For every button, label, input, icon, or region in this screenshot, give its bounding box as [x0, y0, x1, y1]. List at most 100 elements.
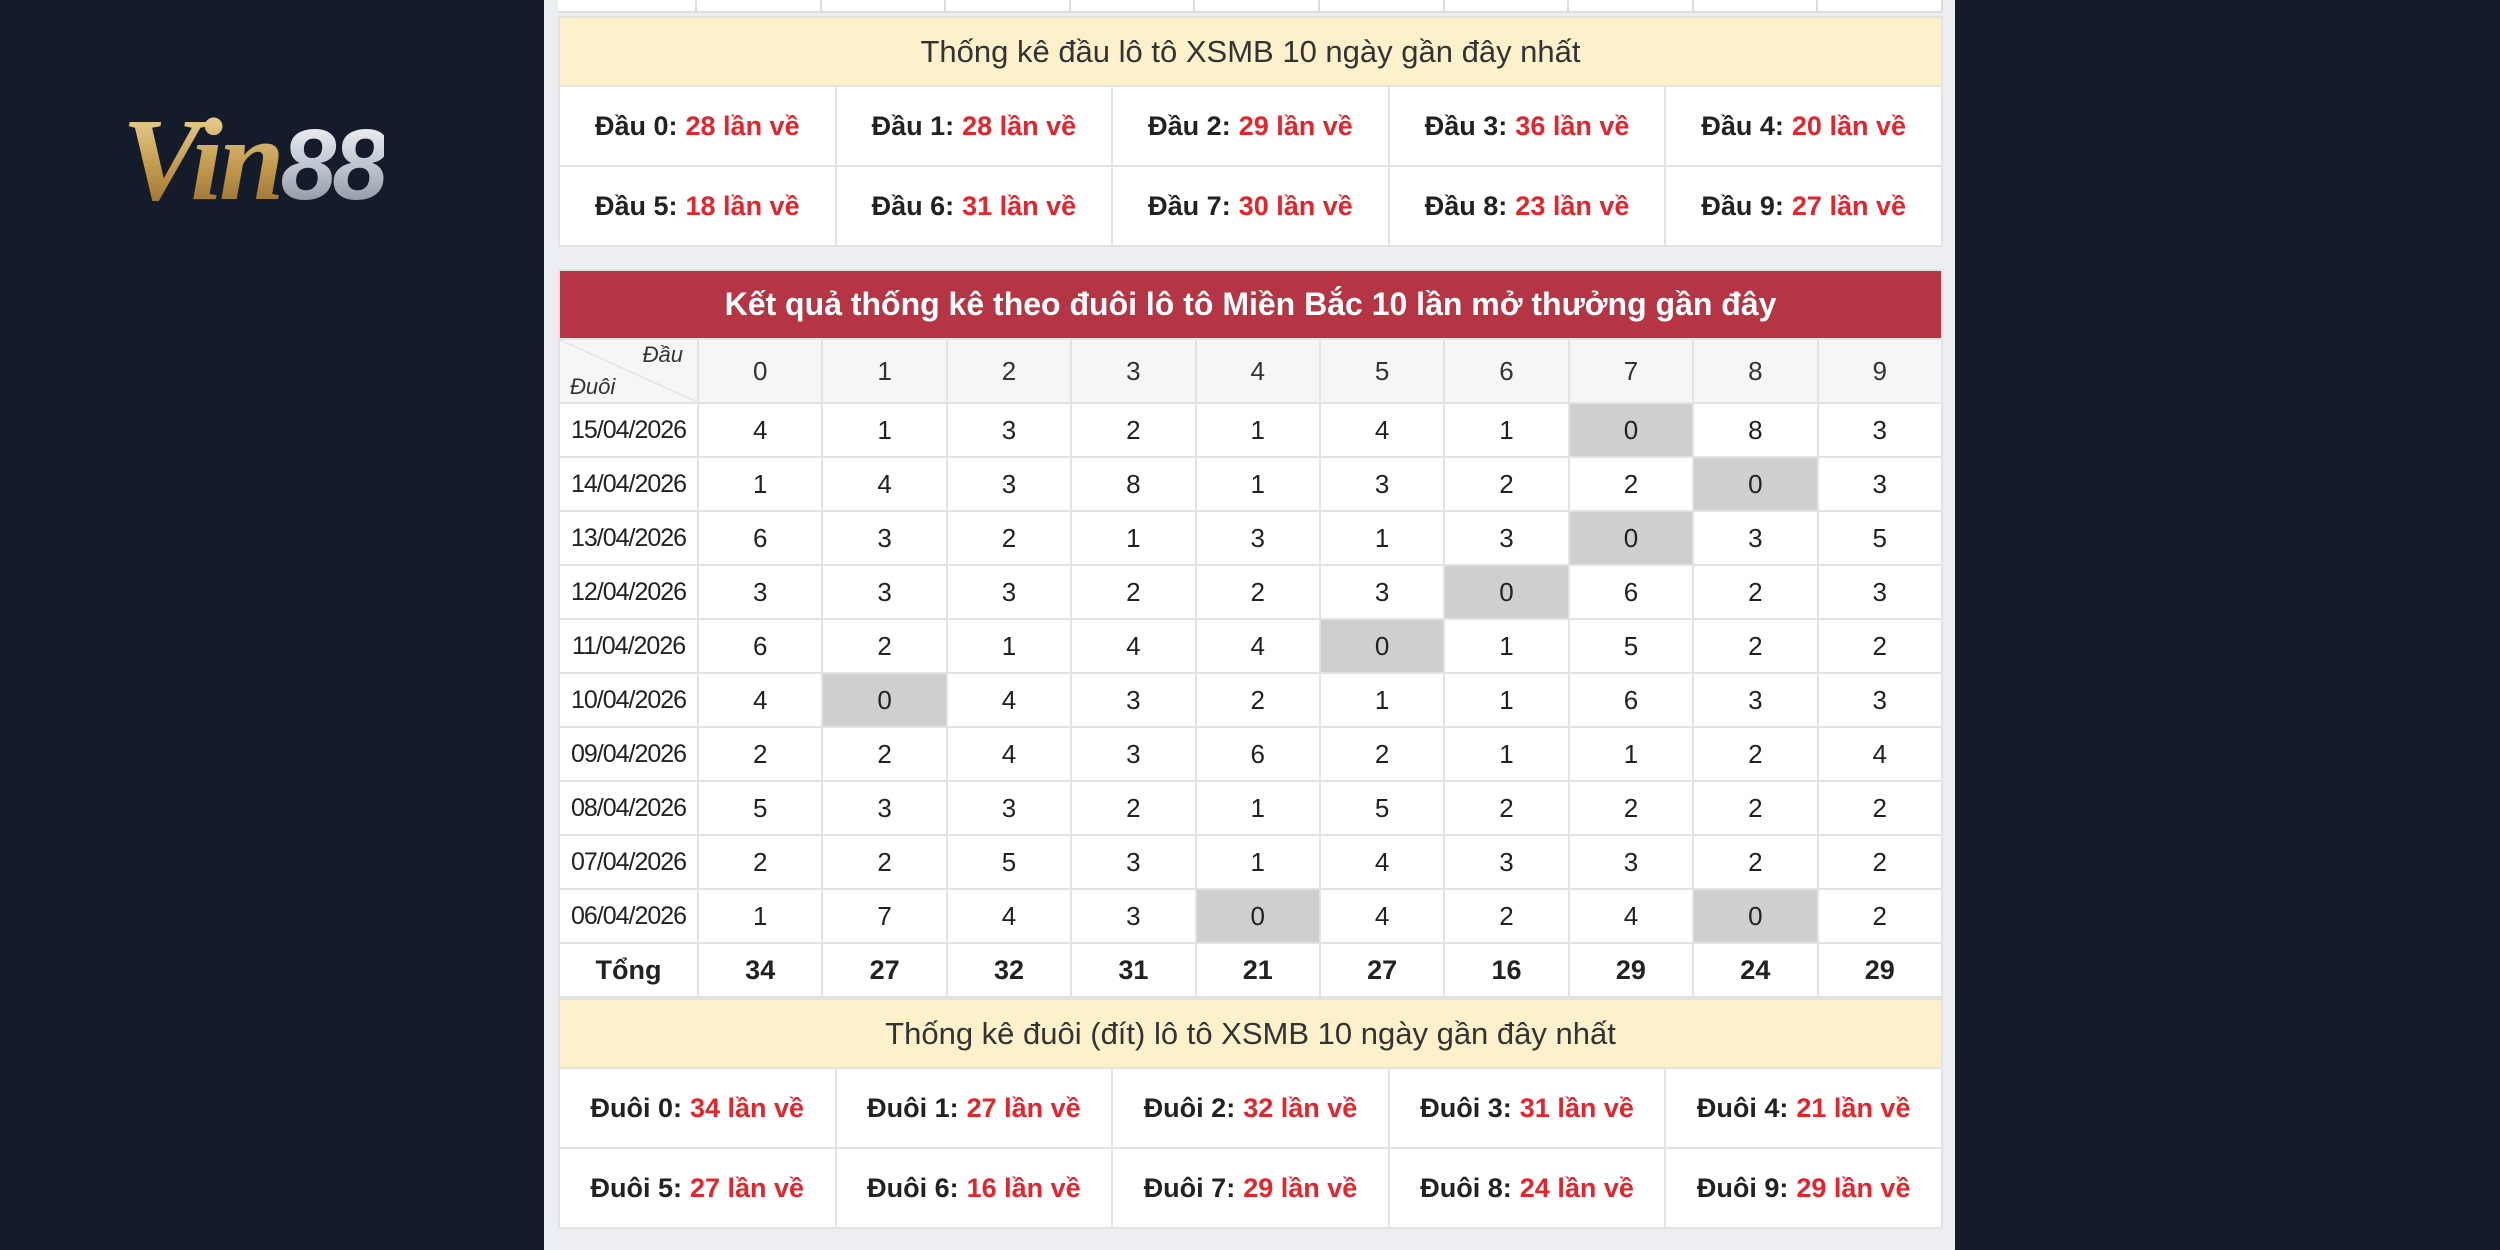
- count-cell: 6: [1194, 726, 1321, 782]
- count-cell: 3: [821, 564, 948, 620]
- count-cell: 1: [1194, 402, 1321, 458]
- title-row: Kết quả thống kê theo đuôi lô tô Miền Bắ…: [558, 269, 1943, 340]
- count-cell: 2: [1318, 726, 1446, 782]
- title-row: Thống kê đuôi (đít) lô tô XSMB 10 ngày g…: [558, 998, 1943, 1069]
- data-row: 08/04/2026 5 3 3 2 1 5 2 2 2 2: [558, 780, 1944, 836]
- count-cell: 8: [1692, 402, 1819, 458]
- date-cell: 09/04/2026: [558, 726, 699, 782]
- summary-label: Đuôi 2:: [1143, 1092, 1236, 1123]
- summary-cell: Đuôi 4: 21 lần về: [1664, 1067, 1943, 1149]
- summary-label: Đầu 0:: [594, 110, 678, 141]
- corner-top: Đầu: [642, 342, 683, 367]
- logo-text: Vin: [122, 94, 285, 225]
- data-row: 11/04/2026 6 2 1 4 4 0 1 5 2 2: [558, 618, 1944, 674]
- count-cell: 1: [1443, 618, 1570, 674]
- count-cell: 1: [1194, 456, 1321, 512]
- header-row: Đầu Đuôi 0 1 2 3 4 5 6 7 8 9: [558, 338, 1944, 404]
- count-cell: 1: [1070, 510, 1197, 566]
- count-cell: 2: [1816, 618, 1944, 674]
- summary-label: Đầu 2:: [1148, 110, 1231, 141]
- count-cell: 2: [1816, 888, 1944, 944]
- count-cell: 2: [821, 726, 948, 782]
- count-cell: 6: [1567, 564, 1695, 620]
- count-cell: 3: [945, 780, 1073, 836]
- count-cell: 2: [1567, 456, 1695, 512]
- corner-cell: Đầu Đuôi: [558, 338, 699, 404]
- summary-cell: Đầu 0: 28 lần về: [558, 85, 837, 167]
- summary-title: Thống kê đầu lô tô XSMB 10 ngày gần đây …: [558, 16, 1943, 87]
- count-cell: 4: [945, 672, 1073, 728]
- tail-summary: Thống kê đuôi (đít) lô tô XSMB 10 ngày g…: [558, 998, 1943, 1229]
- count-cell: 0: [1318, 618, 1446, 674]
- summary-count: 32 lần về: [1243, 1092, 1358, 1123]
- summary-cell: Đầu 9: 27 lần về: [1664, 165, 1943, 247]
- logo: Vin88: [122, 100, 388, 219]
- total-label: Tổng: [558, 942, 699, 998]
- count-cell: 5: [696, 780, 824, 836]
- count-cell: 1: [1318, 672, 1446, 728]
- total-cell: 34: [696, 942, 824, 998]
- count-cell: 7: [821, 888, 948, 944]
- content-panel: Thống kê đầu lô tô XSMB 10 ngày gần đây …: [544, 0, 1955, 1250]
- count-cell: 2: [945, 510, 1073, 566]
- count-cell: 1: [1443, 672, 1570, 728]
- count-cell: 2: [821, 834, 948, 890]
- count-cell: 1: [945, 618, 1073, 674]
- column-header: 9: [1816, 338, 1944, 404]
- count-cell: 4: [1816, 726, 1944, 782]
- count-cell: 4: [696, 672, 824, 728]
- count-cell: 2: [1692, 618, 1819, 674]
- count-cell: 2: [1443, 888, 1570, 944]
- count-cell: 3: [1567, 834, 1695, 890]
- count-cell: 2: [1692, 564, 1819, 620]
- count-cell: 4: [821, 456, 948, 512]
- count-cell: 3: [1443, 510, 1570, 566]
- count-cell: 4: [1318, 834, 1446, 890]
- summary-label: Đầu 3:: [1424, 110, 1508, 141]
- count-cell: 4: [1318, 402, 1446, 458]
- count-cell: 2: [1194, 672, 1321, 728]
- summary-cell: Đuôi 6: 16 lần về: [834, 1147, 1114, 1229]
- summary-label: Đầu 5:: [594, 190, 678, 221]
- count-cell: 2: [1816, 780, 1944, 836]
- count-cell: 4: [696, 402, 824, 458]
- summary-label: Đuôi 4:: [1696, 1092, 1789, 1123]
- column-header: 0: [696, 338, 824, 404]
- count-cell: 2: [1070, 780, 1197, 836]
- data-row: 13/04/2026 6 3 2 1 3 1 3 0 3 5: [558, 510, 1944, 566]
- summary-count: 29 lần về: [1238, 110, 1353, 141]
- data-row: 14/04/2026 1 4 3 8 1 3 2 2 0 3: [558, 456, 1944, 512]
- previous-table-edge: [558, 0, 1943, 13]
- count-cell: 0: [1692, 456, 1819, 512]
- total-cell: 29: [1816, 942, 1944, 998]
- title-row: Thống kê đầu lô tô XSMB 10 ngày gần đây …: [558, 16, 1943, 87]
- count-cell: 1: [1443, 726, 1570, 782]
- summary-label: Đuôi 7:: [1143, 1172, 1236, 1203]
- data-row: 07/04/2026 2 2 5 3 1 4 3 3 2 2: [558, 834, 1944, 890]
- summary-label: Đuôi 3:: [1420, 1092, 1512, 1123]
- count-cell: 3: [1318, 456, 1446, 512]
- count-cell: 1: [1443, 402, 1570, 458]
- count-cell: 3: [696, 564, 824, 620]
- summary-count: 31 lần về: [962, 190, 1077, 221]
- data-row: 12/04/2026 3 3 3 2 2 3 0 6 2 3: [558, 564, 1944, 620]
- count-cell: 8: [1070, 456, 1197, 512]
- summary-cell: Đầu 6: 31 lần về: [834, 165, 1114, 247]
- count-cell: 4: [945, 888, 1073, 944]
- column-header: 5: [1318, 338, 1446, 404]
- column-header: 2: [945, 338, 1073, 404]
- count-cell: 6: [696, 618, 824, 674]
- total-cell: 27: [1318, 942, 1446, 998]
- summary-label: Đuôi 1:: [867, 1092, 959, 1123]
- summary-cell: Đầu 5: 18 lần về: [558, 165, 837, 247]
- summary-row: Đầu 5: 18 lần về Đầu 6: 31 lần về Đầu 7: 30 l…: [558, 165, 1943, 247]
- summary-count: 20 lần về: [1791, 110, 1906, 141]
- count-cell: 3: [1318, 564, 1446, 620]
- summary-label: Đầu 8:: [1424, 190, 1508, 221]
- count-cell: 2: [1443, 780, 1570, 836]
- count-cell: 3: [1816, 564, 1944, 620]
- summary-count: 29 lần về: [1243, 1172, 1358, 1203]
- date-cell: 08/04/2026: [558, 780, 699, 836]
- count-cell: 2: [696, 726, 824, 782]
- summary-label: Đầu 7:: [1148, 190, 1231, 221]
